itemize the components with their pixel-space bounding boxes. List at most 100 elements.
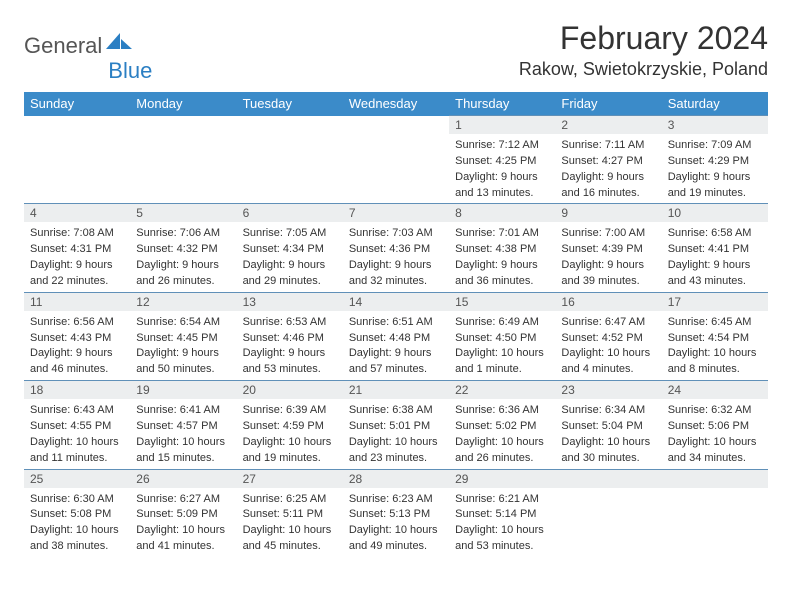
day-number: 26 — [130, 470, 236, 488]
day-detail: Sunrise: 6:30 AMSunset: 5:08 PMDaylight:… — [24, 488, 130, 557]
day-sunset: Sunset: 4:46 PM — [243, 331, 337, 346]
day-detail: Sunrise: 7:05 AMSunset: 4:34 PMDaylight:… — [237, 222, 343, 291]
calendar-table: Sunday Monday Tuesday Wednesday Thursday… — [24, 92, 768, 557]
day-daylight2: and 16 minutes. — [561, 186, 655, 201]
day-number: 21 — [343, 381, 449, 399]
brand-word2: Blue — [108, 58, 152, 84]
day-number: 23 — [555, 381, 661, 399]
day-daylight1: Daylight: 10 hours — [349, 523, 443, 538]
day-number: 4 — [24, 204, 130, 222]
day-cell — [662, 469, 768, 557]
day-sunset: Sunset: 4:34 PM — [243, 242, 337, 257]
day-cell: 13Sunrise: 6:53 AMSunset: 4:46 PMDayligh… — [237, 292, 343, 380]
day-cell: 14Sunrise: 6:51 AMSunset: 4:48 PMDayligh… — [343, 292, 449, 380]
day-sunset: Sunset: 4:45 PM — [136, 331, 230, 346]
day-number: 9 — [555, 204, 661, 222]
day-daylight2: and 1 minute. — [455, 362, 549, 377]
day-detail: Sunrise: 6:45 AMSunset: 4:54 PMDaylight:… — [662, 311, 768, 380]
day-sunrise: Sunrise: 7:00 AM — [561, 226, 655, 241]
day-sunrise: Sunrise: 6:23 AM — [349, 492, 443, 507]
day-detail: Sunrise: 6:23 AMSunset: 5:13 PMDaylight:… — [343, 488, 449, 557]
day-detail: Sunrise: 6:34 AMSunset: 5:04 PMDaylight:… — [555, 399, 661, 468]
day-detail: Sunrise: 6:41 AMSunset: 4:57 PMDaylight:… — [130, 399, 236, 468]
day-header: Monday — [130, 92, 236, 116]
day-daylight1: Daylight: 9 hours — [455, 170, 549, 185]
day-cell: 1Sunrise: 7:12 AMSunset: 4:25 PMDaylight… — [449, 116, 555, 204]
day-detail: Sunrise: 6:54 AMSunset: 4:45 PMDaylight:… — [130, 311, 236, 380]
day-sunrise: Sunrise: 6:27 AM — [136, 492, 230, 507]
day-number: 28 — [343, 470, 449, 488]
day-cell: 21Sunrise: 6:38 AMSunset: 5:01 PMDayligh… — [343, 381, 449, 469]
day-cell: 4Sunrise: 7:08 AMSunset: 4:31 PMDaylight… — [24, 204, 130, 292]
day-daylight2: and 11 minutes. — [30, 451, 124, 466]
day-cell: 23Sunrise: 6:34 AMSunset: 5:04 PMDayligh… — [555, 381, 661, 469]
day-daylight1: Daylight: 10 hours — [561, 435, 655, 450]
day-detail: Sunrise: 6:43 AMSunset: 4:55 PMDaylight:… — [24, 399, 130, 468]
day-sunrise: Sunrise: 6:49 AM — [455, 315, 549, 330]
day-detail: Sunrise: 7:00 AMSunset: 4:39 PMDaylight:… — [555, 222, 661, 291]
day-sunrise: Sunrise: 6:36 AM — [455, 403, 549, 418]
day-detail: Sunrise: 7:03 AMSunset: 4:36 PMDaylight:… — [343, 222, 449, 291]
day-header: Saturday — [662, 92, 768, 116]
day-cell: 27Sunrise: 6:25 AMSunset: 5:11 PMDayligh… — [237, 469, 343, 557]
day-daylight1: Daylight: 10 hours — [349, 435, 443, 450]
day-daylight2: and 46 minutes. — [30, 362, 124, 377]
day-daylight2: and 39 minutes. — [561, 274, 655, 289]
day-cell: 3Sunrise: 7:09 AMSunset: 4:29 PMDaylight… — [662, 116, 768, 204]
brand-triangle-icon — [106, 33, 132, 51]
day-number: 2 — [555, 116, 661, 134]
day-detail: Sunrise: 6:39 AMSunset: 4:59 PMDaylight:… — [237, 399, 343, 468]
day-daylight2: and 26 minutes. — [136, 274, 230, 289]
calendar-week-row: 1Sunrise: 7:12 AMSunset: 4:25 PMDaylight… — [24, 116, 768, 204]
day-daylight1: Daylight: 9 hours — [136, 346, 230, 361]
day-daylight2: and 50 minutes. — [136, 362, 230, 377]
day-number: 5 — [130, 204, 236, 222]
day-sunrise: Sunrise: 6:38 AM — [349, 403, 443, 418]
calendar-week-row: 11Sunrise: 6:56 AMSunset: 4:43 PMDayligh… — [24, 292, 768, 380]
month-title: February 2024 — [519, 20, 768, 57]
day-number-empty — [555, 470, 661, 488]
day-sunset: Sunset: 4:43 PM — [30, 331, 124, 346]
day-daylight2: and 4 minutes. — [561, 362, 655, 377]
day-detail: Sunrise: 6:53 AMSunset: 4:46 PMDaylight:… — [237, 311, 343, 380]
day-cell: 7Sunrise: 7:03 AMSunset: 4:36 PMDaylight… — [343, 204, 449, 292]
day-sunrise: Sunrise: 7:06 AM — [136, 226, 230, 241]
header: General Blue February 2024 Rakow, Swieto… — [24, 20, 768, 80]
day-sunset: Sunset: 4:25 PM — [455, 154, 549, 169]
day-header: Friday — [555, 92, 661, 116]
day-cell: 6Sunrise: 7:05 AMSunset: 4:34 PMDaylight… — [237, 204, 343, 292]
day-daylight1: Daylight: 10 hours — [136, 523, 230, 538]
day-daylight1: Daylight: 10 hours — [243, 435, 337, 450]
day-sunrise: Sunrise: 7:12 AM — [455, 138, 549, 153]
location: Rakow, Swietokrzyskie, Poland — [519, 59, 768, 80]
day-number: 19 — [130, 381, 236, 399]
day-daylight1: Daylight: 10 hours — [668, 435, 762, 450]
day-cell: 5Sunrise: 7:06 AMSunset: 4:32 PMDaylight… — [130, 204, 236, 292]
day-sunrise: Sunrise: 6:45 AM — [668, 315, 762, 330]
day-sunset: Sunset: 5:11 PM — [243, 507, 337, 522]
day-sunset: Sunset: 5:09 PM — [136, 507, 230, 522]
day-cell: 24Sunrise: 6:32 AMSunset: 5:06 PMDayligh… — [662, 381, 768, 469]
day-daylight1: Daylight: 9 hours — [561, 258, 655, 273]
day-daylight1: Daylight: 9 hours — [243, 346, 337, 361]
day-daylight1: Daylight: 10 hours — [455, 435, 549, 450]
day-daylight2: and 19 minutes. — [668, 186, 762, 201]
day-daylight2: and 45 minutes. — [243, 539, 337, 554]
day-number: 12 — [130, 293, 236, 311]
day-daylight1: Daylight: 9 hours — [349, 258, 443, 273]
day-sunset: Sunset: 4:32 PM — [136, 242, 230, 257]
day-detail: Sunrise: 6:27 AMSunset: 5:09 PMDaylight:… — [130, 488, 236, 557]
day-header: Tuesday — [237, 92, 343, 116]
day-cell: 18Sunrise: 6:43 AMSunset: 4:55 PMDayligh… — [24, 381, 130, 469]
day-daylight1: Daylight: 10 hours — [30, 523, 124, 538]
day-sunrise: Sunrise: 6:25 AM — [243, 492, 337, 507]
day-sunrise: Sunrise: 6:51 AM — [349, 315, 443, 330]
day-detail: Sunrise: 6:51 AMSunset: 4:48 PMDaylight:… — [343, 311, 449, 380]
day-daylight2: and 29 minutes. — [243, 274, 337, 289]
day-daylight2: and 15 minutes. — [136, 451, 230, 466]
day-number: 10 — [662, 204, 768, 222]
day-cell: 11Sunrise: 6:56 AMSunset: 4:43 PMDayligh… — [24, 292, 130, 380]
day-sunrise: Sunrise: 6:47 AM — [561, 315, 655, 330]
day-daylight1: Daylight: 9 hours — [561, 170, 655, 185]
day-sunset: Sunset: 4:55 PM — [30, 419, 124, 434]
